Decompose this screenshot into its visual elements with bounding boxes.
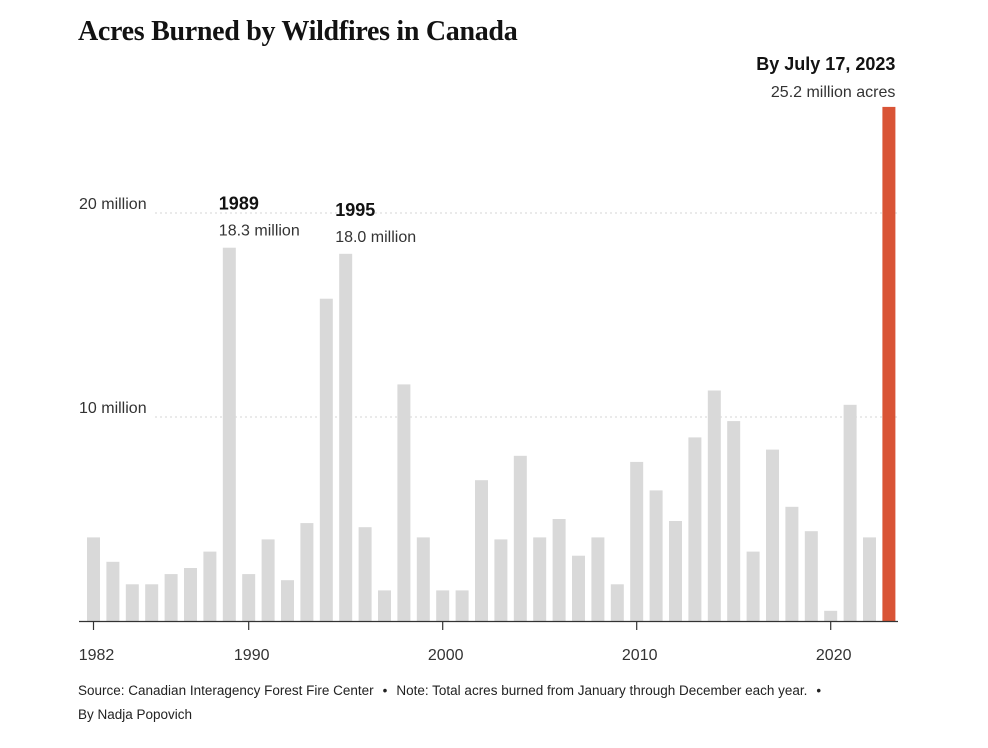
bar-2007 xyxy=(572,555,585,621)
bar-1990 xyxy=(242,574,256,621)
bar-2009 xyxy=(610,584,624,621)
chart-title: Acres Burned by Wildfires in Canada xyxy=(78,16,518,47)
chart-footer: Source: Canadian Interagency Forest Fire… xyxy=(78,679,918,727)
bar-1987 xyxy=(184,568,197,621)
byline: By Nadja Popovich xyxy=(78,707,193,722)
bar-2008 xyxy=(591,537,605,621)
bar-2005 xyxy=(533,537,547,621)
y-tick-label: 10 million xyxy=(79,400,147,417)
bar-1995 xyxy=(339,253,353,622)
methodology-note: Note: Total acres burned from January th… xyxy=(396,683,808,698)
bar-2018 xyxy=(785,506,799,621)
bar-2015 xyxy=(727,421,741,621)
bar-2016 xyxy=(746,551,760,621)
bar-2002 xyxy=(475,480,488,621)
annotation-label: 1989 xyxy=(219,194,259,214)
bar-2012 xyxy=(669,521,682,621)
bar-2019 xyxy=(804,531,818,621)
bar-2023 xyxy=(882,106,896,621)
annotation-value: 18.3 million xyxy=(219,223,300,240)
bar-1988 xyxy=(203,551,217,621)
bar-1999 xyxy=(416,537,430,621)
bar-2017 xyxy=(766,449,779,621)
bar-1985 xyxy=(145,584,159,621)
bar-1989 xyxy=(222,247,236,621)
annotation-value: 18.0 million xyxy=(335,229,416,246)
bar-2022 xyxy=(863,537,876,621)
source-note: Source: Canadian Interagency Forest Fire… xyxy=(78,683,374,698)
bar-1991 xyxy=(261,539,275,621)
bar-1997 xyxy=(378,590,391,621)
bar-1984 xyxy=(125,584,139,621)
bar-2021 xyxy=(843,404,857,621)
bar-1993 xyxy=(300,523,314,621)
bar-1982 xyxy=(87,537,100,621)
bar-2001 xyxy=(455,590,469,621)
x-tick-label: 2020 xyxy=(816,647,852,664)
separator-dot: • xyxy=(382,683,388,698)
separator-dot: • xyxy=(816,683,822,698)
bar-2010 xyxy=(630,461,644,621)
bar-2013 xyxy=(688,437,702,621)
bar-1983 xyxy=(106,561,120,621)
bar-2011 xyxy=(649,490,663,621)
bar-2014 xyxy=(707,390,721,621)
annotation-value: 25.2 million acres xyxy=(771,84,896,101)
x-tick-label: 1982 xyxy=(79,647,115,664)
bar-2004 xyxy=(513,455,527,621)
bar-1992 xyxy=(281,580,294,621)
bar-2000 xyxy=(436,590,450,621)
bar-1998 xyxy=(397,384,411,621)
bar-1996 xyxy=(358,527,372,621)
y-tick-label: 20 million xyxy=(79,196,147,213)
bar-2003 xyxy=(494,539,508,621)
x-tick-label: 2010 xyxy=(622,647,658,664)
bar-chart: 10 million 20 million 1982 1990 2000 2010 2020… xyxy=(79,54,898,664)
bar-2020 xyxy=(824,610,838,621)
bar-2006 xyxy=(552,519,566,621)
annotation-label: 1995 xyxy=(335,200,375,220)
bar-1986 xyxy=(164,574,178,621)
bar-1994 xyxy=(319,298,333,621)
x-tick-label: 1990 xyxy=(234,647,270,664)
x-tick-label: 2000 xyxy=(428,647,464,664)
annotation-label: By July 17, 2023 xyxy=(756,54,895,74)
